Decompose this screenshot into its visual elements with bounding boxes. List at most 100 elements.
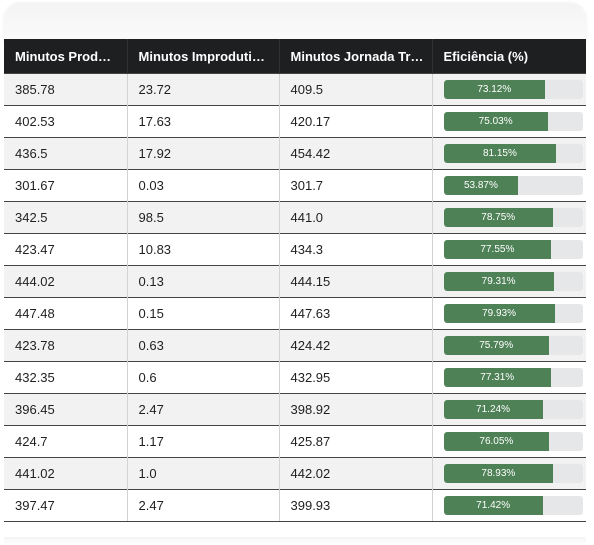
cell-minutos-jornada: 444.15 — [278, 265, 432, 298]
cell-eficiencia: 73.12% — [431, 73, 586, 106]
cell-minutos-improdutivos: 0.15 — [126, 297, 279, 330]
cell-minutos-jornada: 454.42 — [278, 137, 432, 170]
table-row: 432.35 0.6 432.95 77.31% — [4, 361, 586, 394]
cell-minutos-improdutivos: 1.17 — [126, 425, 279, 458]
cell-minutos-improdutivos: 0.03 — [126, 169, 279, 202]
efficiency-progress-fill — [443, 400, 543, 419]
table-row: 444.02 0.13 444.15 79.31% — [4, 265, 586, 298]
cell-minutos-jornada: 409.5 — [278, 73, 432, 106]
cell-minutos-produtivos: 342.5 — [4, 201, 127, 234]
cell-minutos-improdutivos: 0.63 — [126, 329, 279, 362]
cell-eficiencia: 78.75% — [431, 201, 586, 234]
efficiency-progress-fill — [443, 240, 552, 259]
cell-eficiencia: 71.42% — [431, 489, 586, 522]
efficiency-progress-fill — [443, 368, 551, 387]
table-row: 423.78 0.63 424.42 75.79% — [4, 329, 586, 362]
cell-minutos-produtivos: 396.45 — [4, 393, 127, 426]
card-header-area — [4, 4, 586, 44]
efficiency-progress-fill — [443, 144, 557, 163]
cell-eficiencia: 75.03% — [431, 105, 586, 138]
cell-eficiencia: 76.05% — [431, 425, 586, 458]
efficiency-percent-label: 71.24% — [476, 404, 510, 415]
cell-minutos-jornada: 434.3 — [278, 233, 432, 266]
cell-minutos-produtivos: 402.53 — [4, 105, 127, 138]
efficiency-progress-bar: 75.79% — [443, 336, 583, 355]
cell-minutos-produtivos: 436.5 — [4, 137, 127, 170]
cell-minutos-jornada: 399.93 — [278, 489, 432, 522]
efficiency-progress-fill — [443, 80, 546, 99]
cell-minutos-improdutivos: 17.63 — [126, 105, 279, 138]
table-row: 402.53 17.63 420.17 75.03% — [4, 105, 586, 138]
table-row: 441.02 1.0 442.02 78.93% — [4, 457, 586, 490]
column-header-eficiencia[interactable]: Eficiência (%) — [431, 39, 586, 74]
cell-eficiencia: 78.93% — [431, 457, 586, 490]
cell-minutos-produtivos: 444.02 — [4, 265, 127, 298]
cell-minutos-produtivos: 424.7 — [4, 425, 127, 458]
cell-minutos-jornada: 420.17 — [278, 105, 432, 138]
cell-minutos-improdutivos: 23.72 — [126, 73, 279, 106]
efficiency-percent-label: 71.42% — [476, 500, 511, 511]
table-row: 436.5 17.92 454.42 81.15% — [4, 137, 586, 170]
efficiency-progress-bar: 71.24% — [443, 400, 583, 419]
table-row: 447.48 0.15 447.63 79.93% — [4, 297, 586, 330]
efficiency-progress-fill — [443, 496, 543, 515]
table-row: 424.7 1.17 425.87 76.05% — [4, 425, 586, 458]
cell-eficiencia: 75.79% — [431, 329, 586, 362]
efficiency-percent-label: 76.05% — [479, 436, 514, 447]
cell-minutos-jornada: 398.92 — [278, 393, 432, 426]
efficiency-progress-bar: 79.93% — [443, 304, 583, 323]
efficiency-progress-fill — [443, 112, 548, 131]
cell-minutos-jornada: 442.02 — [278, 457, 432, 490]
efficiency-percent-label: 78.93% — [481, 468, 516, 479]
efficiency-percent-label: 81.15% — [482, 148, 517, 159]
efficiency-progress-fill — [443, 464, 554, 483]
column-header-minutos-improdutivos[interactable]: Minutos Improdutivos — [126, 39, 279, 74]
cell-minutos-improdutivos: 98.5 — [126, 201, 279, 234]
efficiency-progress-fill — [443, 272, 554, 291]
efficiency-progress-bar: 73.12% — [443, 80, 583, 99]
cell-eficiencia: 77.31% — [431, 361, 586, 394]
efficiency-progress-bar: 79.31% — [443, 272, 583, 291]
cell-eficiencia: 71.24% — [431, 393, 586, 426]
table-header-row: Minutos Produt... Minutos Improdutivos M… — [4, 39, 586, 74]
cell-minutos-jornada: 441.0 — [278, 201, 432, 234]
efficiency-percent-label: 79.93% — [482, 308, 516, 319]
column-header-minutos-produtivos[interactable]: Minutos Produt... — [4, 39, 127, 74]
column-header-minutos-jornada[interactable]: Minutos Jornada Tra... — [278, 39, 432, 74]
cell-eficiencia: 79.93% — [431, 297, 586, 330]
efficiency-percent-label: 77.55% — [480, 244, 515, 255]
efficiency-progress-fill — [443, 176, 519, 195]
table-row: 301.67 0.03 301.7 53.87% — [4, 169, 586, 202]
data-table-container: Minutos Produt... Minutos Improdutivos M… — [4, 39, 586, 525]
efficiency-percent-label: 75.03% — [478, 116, 513, 127]
table-row: 423.47 10.83 434.3 77.55% — [4, 233, 586, 266]
efficiency-table: Minutos Produt... Minutos Improdutivos M… — [4, 39, 586, 522]
cell-minutos-improdutivos: 2.47 — [126, 393, 279, 426]
cell-eficiencia: 77.55% — [431, 233, 586, 266]
table-body: 385.78 23.72 409.5 73.12% 402.53 17.63 420.17 7… — [4, 73, 586, 522]
efficiency-progress-bar: 81.15% — [443, 144, 583, 163]
efficiency-progress-bar: 71.42% — [443, 496, 583, 515]
cell-minutos-jornada: 425.87 — [278, 425, 432, 458]
efficiency-progress-bar: 77.31% — [443, 368, 583, 387]
efficiency-progress-bar: 78.93% — [443, 464, 583, 483]
efficiency-percent-label: 53.87% — [463, 180, 498, 191]
efficiency-percent-label: 77.31% — [480, 372, 515, 383]
cell-eficiencia: 53.87% — [431, 169, 586, 202]
cell-minutos-produtivos: 385.78 — [4, 73, 127, 106]
cell-minutos-improdutivos: 17.92 — [126, 137, 279, 170]
efficiency-progress-fill — [443, 336, 549, 355]
efficiency-progress-bar: 53.87% — [443, 176, 583, 195]
table-row: 385.78 23.72 409.5 73.12% — [4, 73, 586, 106]
cell-minutos-improdutivos: 2.47 — [126, 489, 279, 522]
efficiency-percent-label: 75.79% — [479, 340, 514, 351]
efficiency-progress-fill — [443, 432, 550, 451]
card-footer-area — [4, 537, 586, 545]
cell-eficiencia: 81.15% — [431, 137, 586, 170]
cell-minutos-jornada: 432.95 — [278, 361, 432, 394]
cell-minutos-produtivos: 397.47 — [4, 489, 127, 522]
cell-minutos-produtivos: 447.48 — [4, 297, 127, 330]
cell-minutos-jornada: 301.7 — [278, 169, 432, 202]
efficiency-progress-bar: 76.05% — [443, 432, 583, 451]
table-row: 397.47 2.47 399.93 71.42% — [4, 489, 586, 522]
